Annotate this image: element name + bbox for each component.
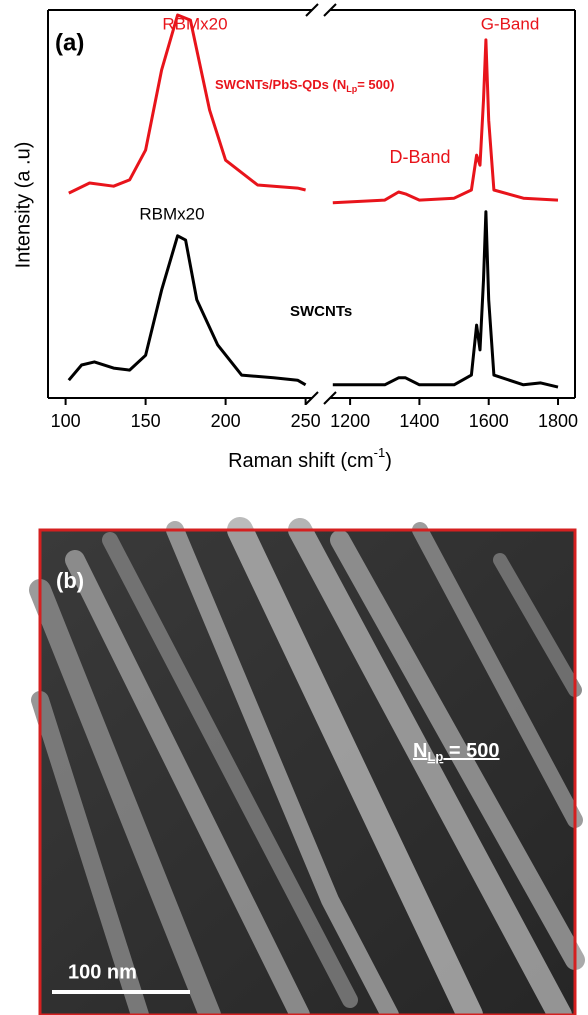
y-axis-label: Intensity (a .u) <box>12 142 34 269</box>
panel-label: (b) <box>56 568 84 593</box>
annotation: RBMx20 <box>139 204 204 223</box>
spectrum-line <box>67 210 559 389</box>
x-tick-label: 1800 <box>538 411 578 431</box>
x-tick-label: 150 <box>131 411 161 431</box>
x-tick-label: 200 <box>211 411 241 431</box>
panel-label: (a) <box>55 29 84 56</box>
x-tick-label: 100 <box>51 411 81 431</box>
axis-frame <box>47 3 576 405</box>
spectrum-line <box>68 13 559 205</box>
panel-annotation: NLp = 500 <box>413 740 500 764</box>
scale-bar-label: 100 nm <box>68 961 137 983</box>
x-axis-label: Raman shift (cm-1) <box>228 445 392 472</box>
x-tick-label: 250 <box>291 411 321 431</box>
series-label: SWCNTs <box>290 303 352 320</box>
series-label: SWCNTs/PbS-QDs (NLp= 500) <box>215 77 394 94</box>
x-tick-label: 1600 <box>469 411 509 431</box>
sem-image <box>29 517 585 1015</box>
annotation: D-Band <box>389 147 450 167</box>
annotation: RBMx20 <box>162 14 227 33</box>
x-tick-label: 1200 <box>330 411 370 431</box>
annotation: G-Band <box>481 14 540 33</box>
x-tick-label: 1400 <box>399 411 439 431</box>
